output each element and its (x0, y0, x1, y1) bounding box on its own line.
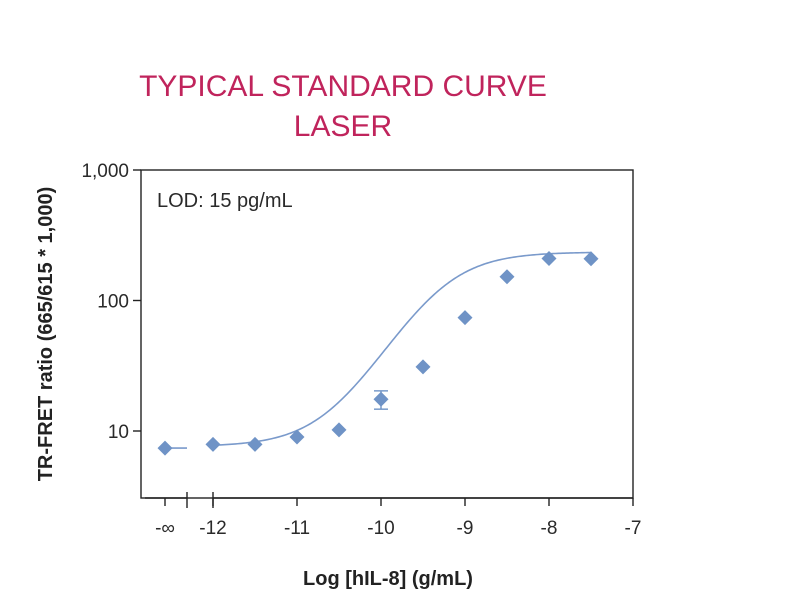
x-tick-label: -9 (457, 518, 474, 539)
data-point (205, 436, 221, 452)
y-axis: 10 100 1,000 (81, 161, 141, 443)
y-tick-label: 1,000 (81, 161, 129, 182)
y-axis-label: TR-FRET ratio (665/615 * 1,000) (35, 187, 57, 482)
y-tick-label: 10 (108, 422, 129, 443)
fit-curve (212, 251, 592, 447)
lod-annotation: LOD: 15 pg/mL (157, 190, 293, 212)
data-point (415, 359, 431, 375)
x-tick-label: -7 (625, 518, 642, 539)
chart-title: TYPICAL STANDARD CURVE (139, 70, 547, 103)
x-tick-label: -10 (367, 518, 394, 539)
x-tick-label: -11 (284, 518, 310, 539)
x-axis-label: Log [hIL-8] (g/mL) (303, 568, 473, 590)
y-tick-label: 100 (97, 292, 129, 313)
data-point-zero (157, 440, 173, 456)
chart-subtitle: LASER (294, 110, 392, 143)
fit-curve-layer (165, 251, 592, 449)
data-points-layer (157, 250, 599, 456)
data-point (289, 429, 305, 445)
data-point (373, 391, 389, 407)
data-point (247, 436, 263, 452)
x-tick-label: -∞ (155, 518, 175, 539)
x-tick-label: -12 (199, 518, 226, 539)
x-tick-label: -8 (541, 518, 558, 539)
x-axis: -∞ -12 -11 -10 -9 -8 -7 (145, 492, 641, 539)
data-point (457, 310, 473, 326)
data-point (331, 422, 347, 438)
data-point (499, 269, 515, 285)
data-point (541, 250, 557, 266)
data-point (583, 251, 599, 267)
